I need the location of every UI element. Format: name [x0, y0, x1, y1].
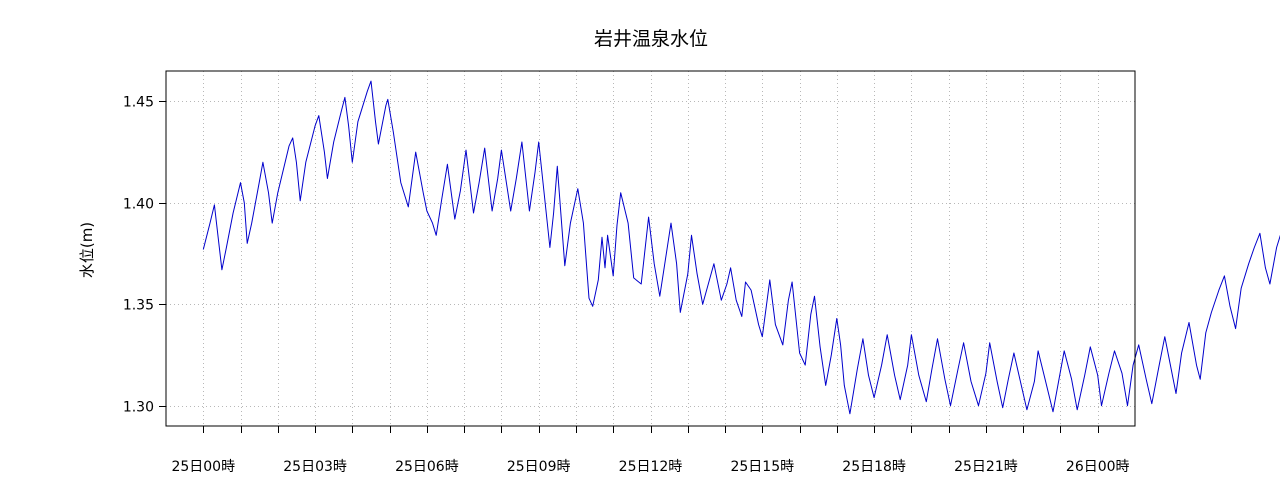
series-group [202, 80, 1280, 415]
y-tick-label: 1.35 [123, 298, 154, 314]
x-tick-label: 25日03時 [283, 459, 347, 475]
x-tick-label: 26日00時 [1066, 459, 1130, 475]
x-tick-label: 25日12時 [619, 459, 683, 475]
x-tick-label: 25日21時 [954, 459, 1018, 475]
y-tick-label: 1.40 [123, 197, 154, 213]
x-tick-label: 25日00時 [171, 459, 235, 475]
axis-ticks [159, 101, 1099, 433]
y-tick-label: 1.45 [123, 95, 154, 111]
x-tick-label: 25日18時 [842, 459, 906, 475]
y-axis-label: 水位(m) [78, 222, 96, 278]
x-tick-label: 25日15時 [730, 459, 794, 475]
chart-title: 岩井温泉水位 [594, 28, 708, 50]
x-tick-label: 25日09時 [507, 459, 571, 475]
tick-labels: 1.30 1.35 1.40 1.45 25日00時 25日03時 25日06時 25日09時… [123, 95, 1130, 476]
water-level-line [202, 80, 1280, 415]
y-tick-label: 1.30 [123, 400, 154, 416]
x-tick-label: 25日06時 [395, 459, 459, 475]
plot-frame [165, 70, 1136, 427]
grid-lines [166, 71, 1135, 426]
